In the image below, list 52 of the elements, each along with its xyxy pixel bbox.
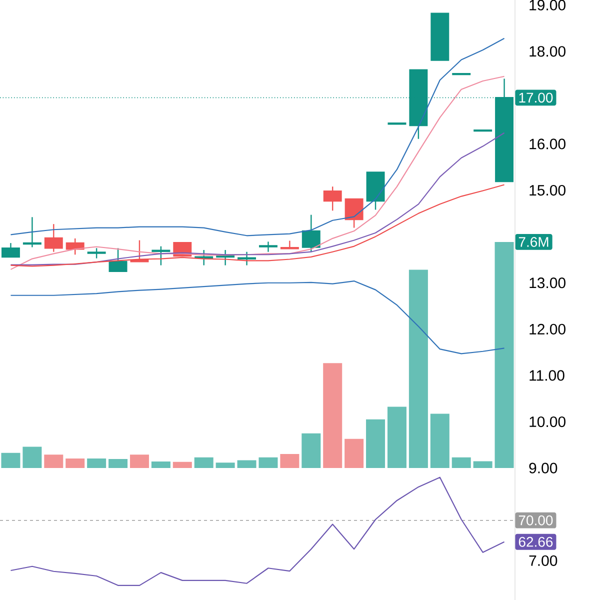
bar bbox=[44, 454, 64, 468]
bar bbox=[280, 454, 300, 468]
bar bbox=[130, 454, 149, 468]
candlestick bbox=[258, 241, 278, 252]
bar bbox=[408, 270, 428, 468]
bar bbox=[108, 458, 128, 468]
bar bbox=[151, 461, 170, 468]
candlestick bbox=[280, 240, 299, 250]
y-tick-label: 16.00 bbox=[530, 138, 566, 150]
y-tick-label: 15.00 bbox=[530, 184, 566, 196]
bar bbox=[387, 406, 406, 468]
bar bbox=[452, 457, 471, 468]
candlestick bbox=[108, 248, 128, 272]
y-tick-label: 19.00 bbox=[530, 0, 566, 10]
candlestick bbox=[1, 242, 20, 258]
candlestick bbox=[238, 251, 256, 266]
candlestick bbox=[44, 223, 63, 252]
bar bbox=[194, 457, 214, 468]
text: 70.00 bbox=[518, 515, 553, 526]
y-tick-label: 7.00 bbox=[529, 555, 558, 566]
bar bbox=[172, 462, 192, 468]
y-tick-label: 11.00 bbox=[530, 370, 564, 381]
bar bbox=[473, 461, 492, 468]
y-tick-label: 18.00 bbox=[530, 46, 566, 57]
bar bbox=[22, 446, 42, 468]
candlestick bbox=[22, 216, 42, 248]
bar bbox=[66, 458, 85, 468]
candlestick bbox=[344, 198, 364, 228]
candlestick bbox=[302, 214, 320, 252]
candlestick bbox=[323, 186, 342, 212]
candlestick bbox=[216, 249, 235, 266]
y-tick-label: 13.00 bbox=[530, 278, 566, 288]
bar bbox=[302, 433, 321, 468]
bar bbox=[366, 419, 386, 468]
bar bbox=[258, 457, 278, 468]
text: 7.6M bbox=[518, 237, 548, 247]
y-tick-label: 12.00 bbox=[530, 324, 566, 334]
bar bbox=[87, 458, 106, 468]
bar bbox=[323, 363, 342, 468]
line-series bbox=[10, 76, 505, 270]
candlestick bbox=[152, 246, 170, 266]
bar bbox=[1, 452, 20, 468]
bar bbox=[430, 414, 450, 468]
text: 62.66 bbox=[518, 536, 553, 547]
candlestick bbox=[87, 248, 106, 259]
bar bbox=[216, 462, 235, 468]
y-tick-label: 10.00 bbox=[530, 416, 566, 428]
bar bbox=[344, 438, 364, 468]
y-tick-label: 9.00 bbox=[529, 462, 558, 474]
ref-line-label: 17.00 bbox=[519, 92, 553, 103]
bar bbox=[237, 460, 256, 468]
bar bbox=[494, 242, 514, 468]
